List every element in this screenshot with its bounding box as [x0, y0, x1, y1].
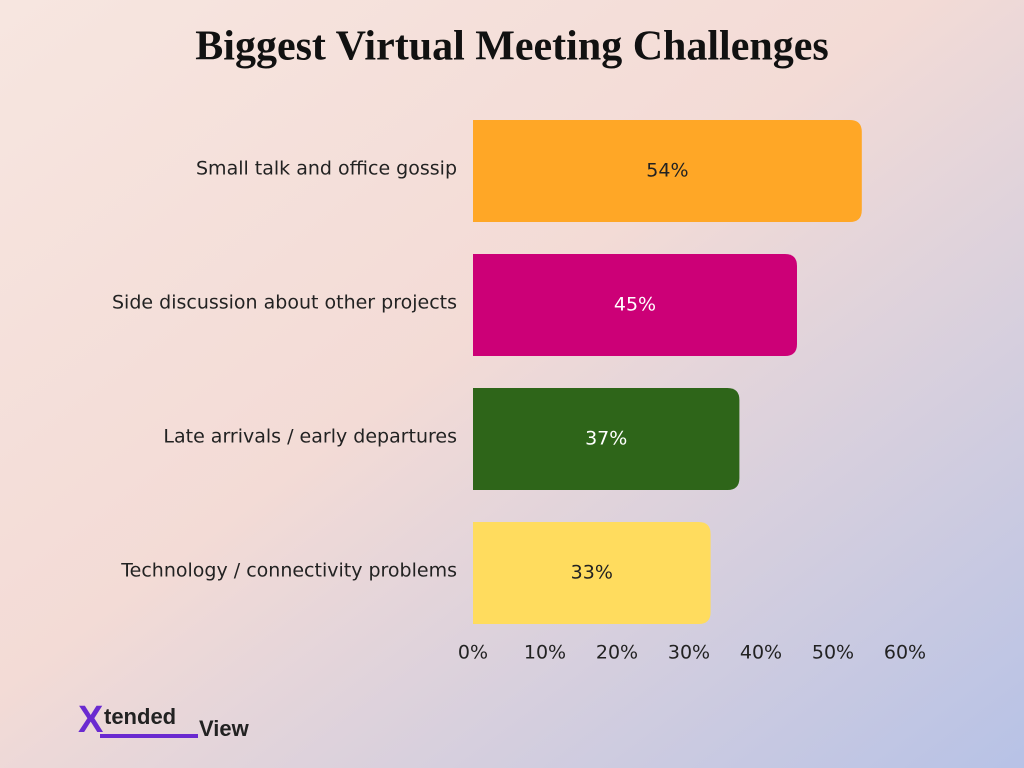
bar — [473, 388, 740, 490]
y-tick-label: Technology / connectivity problems — [120, 560, 457, 582]
value-label: 37% — [585, 428, 627, 450]
logo: X tended View — [78, 699, 250, 741]
y-tick-label: Small talk and office gossip — [196, 158, 457, 180]
logo-word: tended — [104, 704, 176, 729]
logo-word: View — [199, 716, 250, 741]
value-label: 54% — [646, 160, 688, 182]
y-tick-label: Side discussion about other projects — [112, 292, 457, 314]
y-tick-label: Late arrivals / early departures — [163, 426, 457, 448]
x-tick-label: 50% — [812, 642, 854, 664]
x-tick-label: 20% — [596, 642, 638, 664]
x-tick-label: 10% — [524, 642, 566, 664]
value-label: 45% — [614, 294, 656, 316]
value-label: 33% — [571, 562, 613, 584]
x-tick-label: 0% — [458, 642, 488, 664]
x-tick-label: 60% — [884, 642, 926, 664]
logo-mark: X — [78, 699, 104, 741]
x-tick-label: 30% — [668, 642, 710, 664]
chart-title: Biggest Virtual Meeting Challenges — [195, 24, 828, 70]
bar — [473, 120, 862, 222]
bar — [473, 254, 797, 356]
bar — [473, 522, 711, 624]
x-tick-label: 40% — [740, 642, 782, 664]
